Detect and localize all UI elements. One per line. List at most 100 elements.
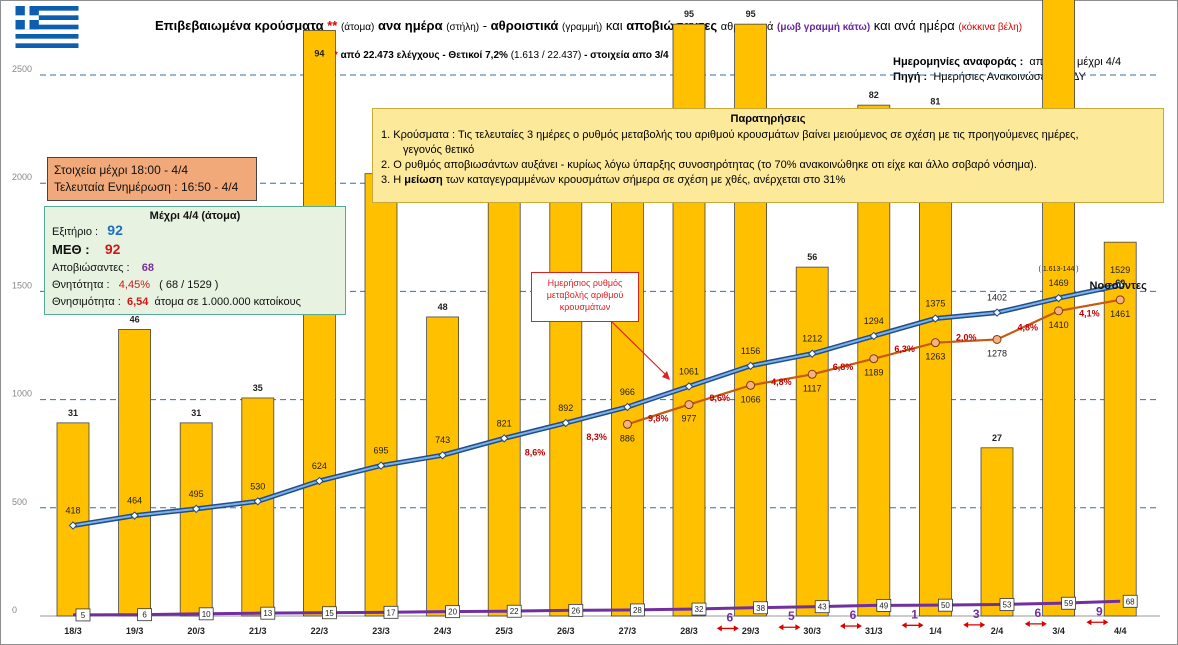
cumulative-deaths-label: 15 (325, 609, 334, 618)
cumulative-deaths-label: 68 (1126, 597, 1135, 606)
cumulative-deaths-label: 43 (818, 603, 827, 612)
daily-death-arrowhead-right (733, 625, 739, 632)
hospitalized-series-label: Νοσούντες (1090, 280, 1148, 292)
cumulative-deaths-label: 26 (571, 606, 580, 615)
cumulative-cases-point (561, 418, 571, 428)
bar-daily-cases (487, 129, 521, 617)
growth-rate-label: 4,1% (1079, 309, 1100, 319)
cumulative-deaths-label: 53 (1003, 601, 1012, 610)
cumulative-cases-point (376, 461, 386, 470)
growth-rate-label: 8,6% (525, 448, 546, 458)
cumulative-deaths-label: 10 (202, 610, 211, 619)
daily-death-arrowhead-right (918, 622, 924, 629)
bar-daily-cases (364, 173, 398, 617)
cumulative-cases-label: 743 (435, 435, 450, 445)
growth-rate-callout: Ημερήσιος ρυθμός μεταβολής αριθμού κρουσ… (531, 272, 639, 322)
cumulative-deaths-box (1122, 594, 1138, 608)
notes-title: Παρατηρήσεις (730, 113, 806, 125)
daily-death-arrowhead-right (980, 621, 986, 628)
x-tick-label: 4/4 (1114, 626, 1127, 636)
cumulative-deaths-label: 13 (263, 609, 272, 618)
bar-daily-cases (611, 154, 644, 617)
cumulative-deaths-box (321, 606, 337, 620)
growth-rate-label: 2,0% (956, 333, 977, 343)
daily-death-arrowhead-left (716, 625, 722, 632)
growth-rate-label: 9,6% (710, 393, 731, 403)
greek-flag-icon (15, 6, 79, 48)
note-1: 1. Κρούσματα : Τις τελευταίες 3 ημέρες ο… (381, 129, 1079, 141)
hospitalized-point (1054, 306, 1064, 316)
cumulative-deaths-label: 6 (142, 611, 147, 620)
daily-death-arrowhead-left (1086, 619, 1092, 626)
growth-rate-label: 4,8% (1018, 322, 1039, 332)
cumulative-deaths-box (383, 605, 399, 619)
bar-value-label: 81 (930, 96, 940, 106)
cumulative-cases-point (438, 450, 447, 460)
bar-value-label: 31 (68, 408, 78, 418)
bar-daily-cases (118, 329, 151, 617)
summary-box: Μέχρι 4/4 (άτομα) Εξιτήριο : 92 ΜΕΘ : 92… (44, 206, 346, 315)
cumulative-cases-point (869, 331, 879, 341)
growth-rate-label: 8,3% (586, 432, 607, 442)
daily-death-arrowhead-left (778, 624, 784, 631)
growth-rate-label: 9,8% (648, 414, 669, 424)
cumulative-cases-line (72, 284, 1121, 527)
bar-value-label: 31 (191, 408, 201, 418)
cumulative-deaths-box (814, 600, 830, 614)
daily-death-arrowhead-right (1041, 620, 1047, 627)
cumulative-deaths-box (691, 602, 707, 616)
hospitalized-point (807, 369, 817, 379)
callout-arrowhead (662, 371, 670, 380)
x-tick-label: 20/3 (187, 626, 205, 636)
cumulative-deaths-box (876, 598, 892, 612)
daily-death-value: 6 (726, 610, 733, 624)
x-tick-label: 18/3 (64, 626, 82, 636)
bar-value-label: 56 (807, 252, 817, 262)
daily-death-value: 1 (911, 607, 918, 621)
y-tick-label: 500 (12, 497, 27, 507)
cumulative-cases-label: 418 (65, 506, 80, 516)
bar-daily-cases (1103, 241, 1137, 617)
cumulative-deaths-label: 5 (81, 611, 86, 620)
y-tick-label: 0 (12, 605, 17, 615)
x-tick-label: 28/3 (680, 626, 698, 636)
bar-value-label: 48 (438, 302, 448, 312)
cumulative-cases-point (931, 314, 940, 323)
x-tick-label: 23/3 (372, 626, 390, 636)
x-tick-label: 31/3 (865, 626, 883, 636)
cumulative-deaths-box (938, 598, 953, 612)
cumulative-cases-point (1054, 293, 1063, 303)
daily-death-value: 6 (850, 608, 857, 622)
bar-daily-cases (426, 316, 460, 617)
hospitalized-point (622, 419, 632, 429)
x-tick-label: 19/3 (126, 626, 144, 636)
cumulative-cases-point (623, 402, 632, 412)
deaths-row: Αποβιώσαντες : 68 (52, 262, 155, 274)
hospitalized-label: 1410 (1049, 320, 1069, 330)
cumulative-cases-point (807, 349, 817, 358)
cumulative-deaths-label: 28 (633, 606, 642, 615)
bar-daily-cases (549, 173, 583, 617)
x-tick-label: 30/3 (803, 626, 821, 636)
cumulative-deaths-label: 20 (448, 608, 457, 617)
cumulative-deaths-label: 50 (941, 601, 950, 610)
chart-title: Επιβεβαιωμένα κρούσματα ** (άτομα) ανα η… (155, 18, 1023, 33)
x-tick-label: 3/4 (1052, 626, 1065, 636)
cumulative-cases-point (1115, 280, 1125, 290)
cumulative-deaths-label: 49 (879, 601, 888, 610)
cumulative-cases-point (499, 434, 509, 443)
cumulative-cases-label: 1061 (679, 366, 699, 376)
cumulative-cases-label: 1156 (741, 346, 760, 356)
x-tick-label: 22/3 (311, 626, 329, 636)
cumulative-cases-label: 624 (312, 461, 327, 471)
hospitalized-point (684, 400, 694, 410)
mortality-row: Θνητότητα : 4,45% ( 68 / 1529 ) (52, 279, 219, 291)
bar-value-label: 46 (130, 314, 140, 324)
hospitalized-label: 977 (681, 414, 696, 424)
cumulative-cases-point (68, 521, 78, 530)
y-tick-label: 2000 (12, 172, 32, 182)
x-tick-label: 29/3 (742, 626, 760, 636)
notes-box: Παρατηρήσεις 1. Κρούσματα : Τις τελευταί… (372, 108, 1164, 203)
daily-death-arrowhead-right (857, 623, 862, 630)
x-tick-label: 26/3 (557, 626, 575, 636)
